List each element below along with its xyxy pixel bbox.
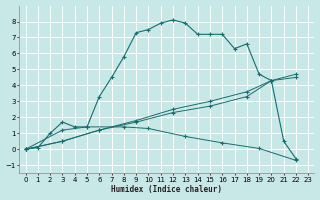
X-axis label: Humidex (Indice chaleur): Humidex (Indice chaleur) xyxy=(111,185,222,194)
